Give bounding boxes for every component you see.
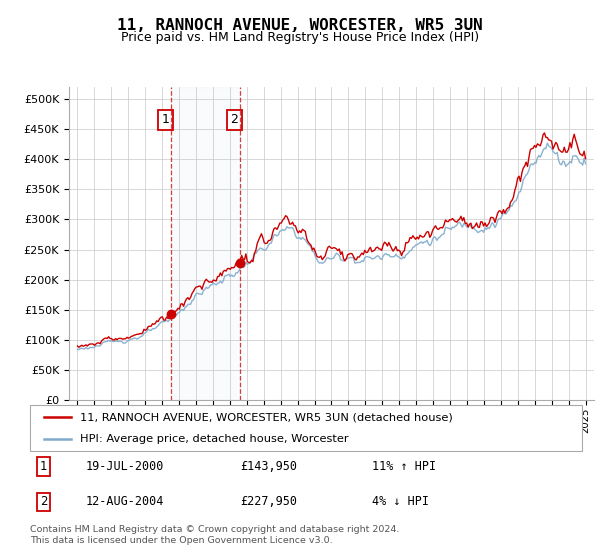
Text: 11, RANNOCH AVENUE, WORCESTER, WR5 3UN (detached house): 11, RANNOCH AVENUE, WORCESTER, WR5 3UN (… — [80, 412, 452, 422]
Text: £143,950: £143,950 — [240, 460, 297, 473]
Text: 1: 1 — [40, 460, 47, 473]
Text: Price paid vs. HM Land Registry's House Price Index (HPI): Price paid vs. HM Land Registry's House … — [121, 31, 479, 44]
Text: 2: 2 — [40, 496, 47, 508]
Text: 4% ↓ HPI: 4% ↓ HPI — [372, 496, 429, 508]
Text: 19-JUL-2000: 19-JUL-2000 — [85, 460, 164, 473]
Text: 12-AUG-2004: 12-AUG-2004 — [85, 496, 164, 508]
Text: 1: 1 — [161, 113, 169, 126]
Text: 11% ↑ HPI: 11% ↑ HPI — [372, 460, 436, 473]
Text: HPI: Average price, detached house, Worcester: HPI: Average price, detached house, Worc… — [80, 435, 349, 444]
FancyBboxPatch shape — [30, 405, 582, 451]
Text: Contains HM Land Registry data © Crown copyright and database right 2024.
This d: Contains HM Land Registry data © Crown c… — [30, 525, 400, 545]
Text: 2: 2 — [230, 113, 238, 126]
Text: £227,950: £227,950 — [240, 496, 297, 508]
Text: 11, RANNOCH AVENUE, WORCESTER, WR5 3UN: 11, RANNOCH AVENUE, WORCESTER, WR5 3UN — [117, 18, 483, 33]
Bar — [171, 87, 241, 400]
